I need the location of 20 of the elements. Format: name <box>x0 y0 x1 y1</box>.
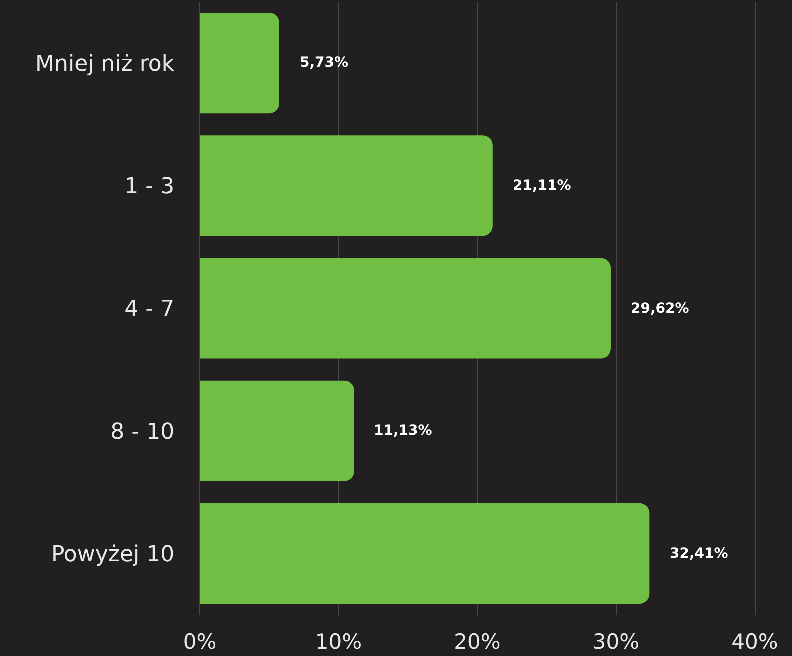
x-tick-label: 30% <box>592 630 640 654</box>
x-tick-label: 10% <box>315 630 362 654</box>
bar <box>200 258 611 359</box>
data-label: 21,11% <box>513 178 572 194</box>
bar <box>200 503 650 604</box>
y-tick-label: 8 - 10 <box>110 420 175 445</box>
y-tick-label: Powyżej 10 <box>51 542 175 568</box>
x-tick-label: 20% <box>454 630 501 654</box>
data-label: 29,62% <box>631 301 690 317</box>
data-label: 11,13% <box>374 423 432 439</box>
x-tick-label: 0% <box>183 630 217 654</box>
bar <box>200 136 493 236</box>
bar <box>200 380 354 482</box>
y-tick-label: 1 - 3 <box>124 174 175 200</box>
bar <box>200 13 280 114</box>
y-tick-label: 4 - 7 <box>124 297 175 322</box>
data-label: 5,73% <box>300 55 349 71</box>
y-tick-label: Mniej niż rok <box>36 52 175 77</box>
data-label: 32,41% <box>670 546 728 562</box>
x-tick-label: 40% <box>732 630 778 654</box>
